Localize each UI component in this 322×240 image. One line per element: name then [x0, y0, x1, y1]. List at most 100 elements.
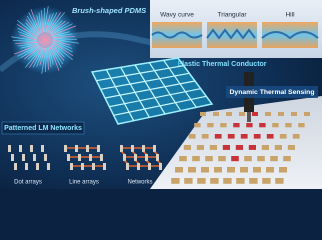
lm-post — [131, 145, 134, 152]
fiber — [52, 42, 74, 57]
fiber — [28, 12, 40, 35]
sensor-cell — [210, 178, 219, 184]
lm-post — [100, 154, 103, 161]
lm-post — [126, 163, 129, 170]
hill-interface — [261, 31, 319, 40]
lm-post — [30, 145, 33, 152]
fiber — [52, 37, 78, 41]
probe-tip — [247, 112, 251, 122]
sensor-cell — [304, 112, 310, 116]
fiber — [47, 11, 62, 33]
fiber — [20, 43, 39, 49]
sensor-cell — [188, 167, 196, 173]
fiber — [15, 42, 38, 44]
sensor-cell — [252, 112, 258, 116]
fiber — [44, 47, 48, 73]
lm-post — [134, 154, 137, 161]
sensor-cell — [272, 123, 279, 128]
fiber — [52, 39, 71, 46]
sensor-cell — [248, 145, 256, 150]
fiber — [17, 20, 38, 38]
lm-post — [19, 145, 22, 152]
array-label: Line arrays — [69, 180, 99, 186]
sensor-cell — [201, 134, 209, 139]
sensor-cell — [261, 145, 269, 150]
fiber — [19, 34, 38, 41]
sensor-cell — [209, 145, 217, 150]
sensor-cell — [283, 156, 291, 162]
fiber — [43, 6, 49, 33]
sensor-cell — [200, 112, 206, 116]
lm-post — [36, 163, 39, 170]
lm-line — [157, 160, 161, 164]
lm-post — [92, 163, 95, 170]
lm-post — [120, 145, 123, 152]
mat-line — [113, 95, 207, 116]
sensor-cell — [292, 134, 300, 139]
sensor-cell — [205, 156, 213, 162]
fiber — [36, 15, 42, 34]
lm-line — [121, 151, 125, 155]
sensor-cell — [207, 123, 214, 128]
sensor-cell — [298, 123, 305, 128]
sensor-cell — [183, 145, 191, 150]
lm-post — [67, 154, 70, 161]
fiber — [48, 20, 63, 34]
sensor-cell — [239, 112, 245, 116]
lm-line — [132, 151, 136, 155]
sensor-cell — [274, 145, 282, 150]
fiber — [44, 14, 51, 33]
brush-sphere — [11, 6, 79, 74]
fiber — [20, 45, 40, 59]
fiber — [25, 22, 39, 37]
sensor-cell — [220, 123, 227, 128]
lm-post — [123, 154, 126, 161]
lm-post — [78, 154, 81, 161]
sensor-cell — [265, 112, 271, 116]
fiber — [25, 47, 43, 68]
lm-arrays — [8, 145, 162, 170]
fiber — [17, 27, 38, 39]
sensor-cell — [226, 112, 232, 116]
sensor-cell — [249, 178, 258, 184]
sensor-cell — [223, 178, 232, 184]
graphic: Brush-shaped PDMS Wavy curve Triangular … — [0, 0, 322, 189]
inset-label: Wavy curve — [160, 12, 194, 19]
sensor-cell — [278, 112, 284, 116]
lm-post — [44, 154, 47, 161]
sensor-cell — [285, 123, 292, 128]
sensor-cell — [279, 134, 287, 139]
lm-post — [70, 163, 73, 170]
sensor-cell — [233, 123, 240, 128]
inset-label: Triangular — [217, 12, 247, 19]
fiber — [49, 20, 66, 34]
brush-fibers — [11, 6, 79, 74]
lm-post — [148, 163, 151, 170]
fiber — [18, 31, 38, 40]
sensing-label: Dynamic Thermal Sensing — [230, 89, 315, 96]
sensor-cell — [259, 123, 266, 128]
fiber — [12, 39, 38, 43]
array-label: Networks — [127, 180, 152, 186]
fiber — [38, 12, 43, 33]
lm-post — [11, 154, 14, 161]
lm-post — [89, 154, 92, 161]
fiber — [49, 46, 60, 72]
fiber — [50, 21, 70, 35]
sensor-cell — [246, 123, 253, 128]
sensor-cell — [222, 145, 230, 150]
fiber — [51, 25, 77, 36]
sensor-cell — [196, 145, 204, 150]
sensor-cell — [270, 156, 278, 162]
fiber — [52, 42, 73, 60]
wavy-interface — [151, 31, 203, 39]
lm-post — [81, 163, 84, 170]
lm-post — [33, 154, 36, 161]
lm-post — [41, 145, 44, 152]
inset-hill — [262, 22, 318, 48]
sensor-cell — [266, 134, 274, 139]
sensor-cell — [218, 156, 226, 162]
lm-post — [153, 145, 156, 152]
sensing-bar — [226, 86, 318, 98]
fiber — [52, 38, 79, 44]
